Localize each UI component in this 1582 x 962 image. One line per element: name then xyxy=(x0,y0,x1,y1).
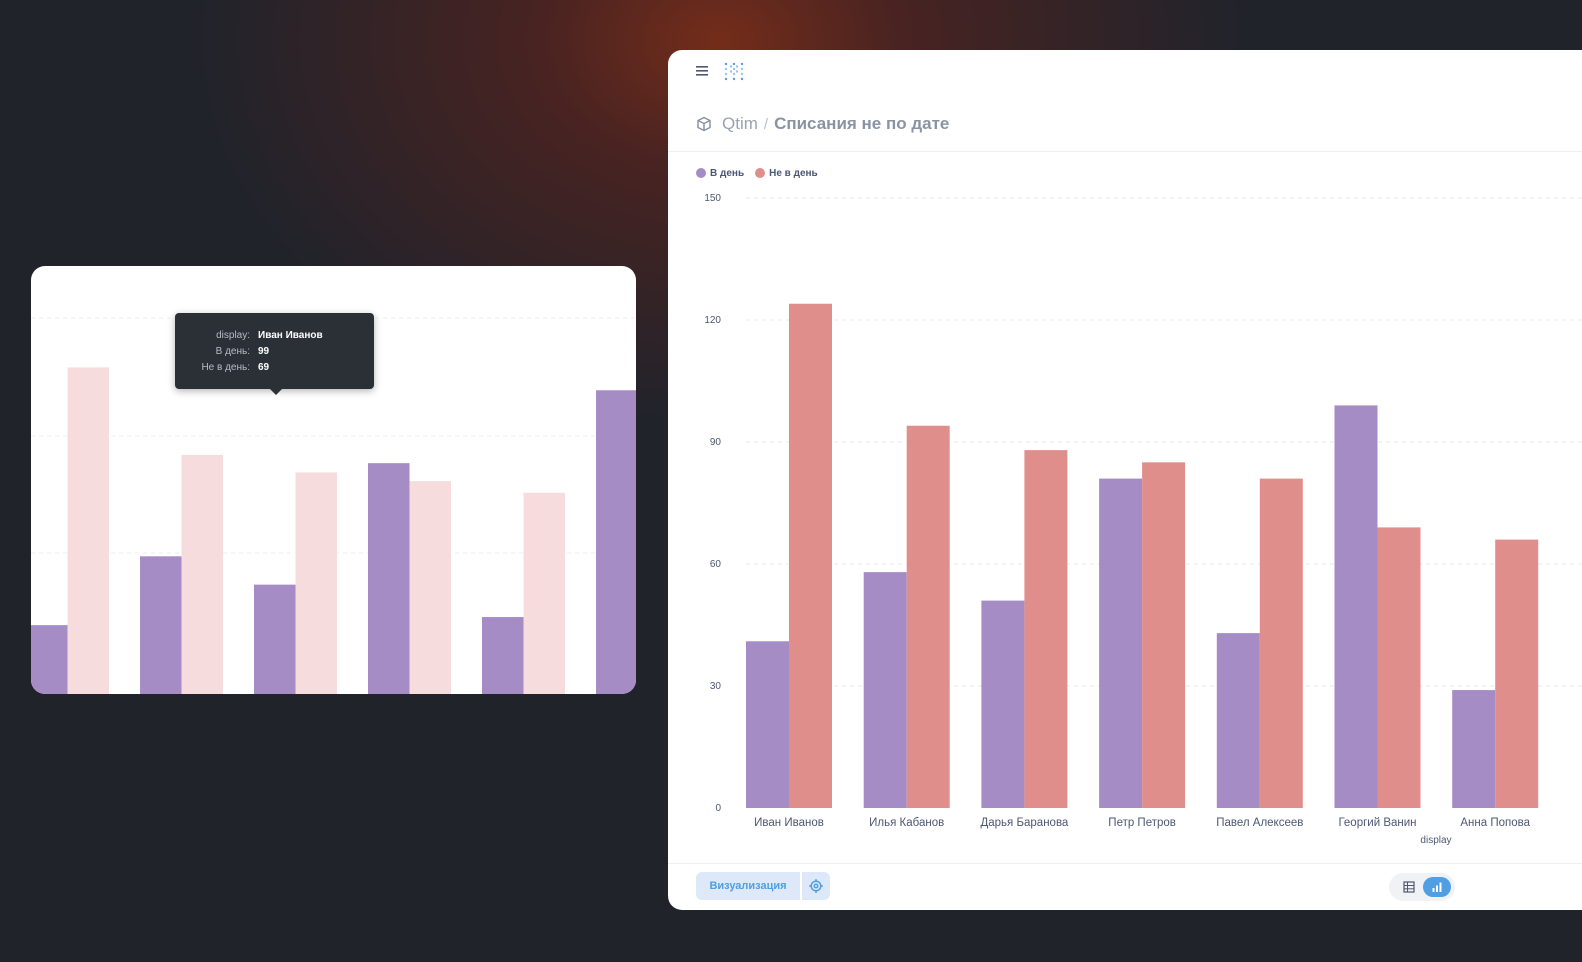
bar[interactable] xyxy=(1495,539,1539,808)
visualization-button-label: Визуализация xyxy=(709,880,787,892)
bar[interactable] xyxy=(523,492,566,694)
y-tick-label: 120 xyxy=(704,315,721,326)
x-tick-label: Иван Иванов xyxy=(754,817,824,829)
cube-icon xyxy=(697,116,711,132)
bar[interactable] xyxy=(596,390,636,694)
chart-legend: В день Не в день xyxy=(696,166,829,180)
bar[interactable] xyxy=(140,556,182,694)
hamburger-menu-icon[interactable] xyxy=(696,66,708,76)
bar[interactable] xyxy=(1377,527,1421,808)
x-tick-label: Петр Петров xyxy=(1108,817,1176,829)
tooltip-row: В день: 99 xyxy=(175,346,374,360)
bar[interactable] xyxy=(1099,478,1143,808)
legend-item[interactable]: Не в день xyxy=(755,168,818,179)
visualization-settings-button[interactable] xyxy=(802,872,830,900)
bar[interactable] xyxy=(368,463,410,694)
legend-label: Не в день xyxy=(769,167,818,179)
tooltip-value: 99 xyxy=(258,346,270,357)
y-tick-label: 150 xyxy=(704,193,721,204)
bar[interactable] xyxy=(31,625,68,694)
tooltip-key: Не в день: xyxy=(201,362,250,373)
legend-swatch xyxy=(755,168,766,178)
bar[interactable] xyxy=(789,303,832,808)
x-tick-label: Георгий Ванин xyxy=(1338,817,1416,829)
legend-swatch xyxy=(696,168,706,178)
tooltip-key: display: xyxy=(216,330,250,341)
bar-chart: 0 30 60 90 120 150 Иван Иванов Илья Кабанов Дарь… xyxy=(704,193,1582,846)
bar-chart-icon xyxy=(1432,882,1442,892)
footer-divider xyxy=(668,863,1582,864)
bar[interactable] xyxy=(482,617,524,694)
bar[interactable] xyxy=(254,584,296,694)
bar[interactable] xyxy=(1259,478,1303,808)
tooltip-row: display: Иван Иванов xyxy=(175,330,374,344)
legend-label: В день xyxy=(710,167,745,179)
bar[interactable] xyxy=(906,425,950,808)
visualization-button[interactable]: Визуализация xyxy=(696,872,800,900)
x-tick-label: Дарья Баранова xyxy=(980,817,1068,829)
y-tick-label: 60 xyxy=(710,559,722,570)
bar[interactable] xyxy=(295,472,338,694)
breadcrumb-collection[interactable]: Qtim xyxy=(722,114,758,133)
bar[interactable] xyxy=(746,641,789,808)
bar[interactable] xyxy=(1024,450,1068,808)
bar[interactable] xyxy=(863,572,907,808)
chart-preview-card: display: Иван Иванов В день: 99 Не в ден… xyxy=(31,266,636,694)
bar[interactable] xyxy=(1216,633,1260,808)
dotted-grid-logo-icon[interactable] xyxy=(722,60,746,84)
app-window: Qtim / Списания не по дате В день Не в д… xyxy=(668,50,1582,910)
tooltip-value: 69 xyxy=(258,362,270,373)
page-title[interactable]: Списания не по дате xyxy=(774,114,950,133)
y-tick-label: 30 xyxy=(710,681,722,692)
bar[interactable] xyxy=(1452,690,1496,808)
display-toggle xyxy=(1389,873,1455,901)
bar[interactable] xyxy=(1334,405,1378,808)
gear-icon xyxy=(809,879,823,893)
breadcrumb: Qtim / Списания не по дате xyxy=(696,112,949,136)
legend-item[interactable]: В день xyxy=(696,168,744,179)
x-tick-label: Анна Попова xyxy=(1460,817,1530,829)
preview-chart xyxy=(31,317,636,694)
y-tick-label: 90 xyxy=(710,437,722,448)
x-axis-label: display xyxy=(1420,835,1451,846)
bar[interactable] xyxy=(67,367,110,694)
bar[interactable] xyxy=(981,600,1025,808)
bar[interactable] xyxy=(409,481,452,694)
x-tick-label: Илья Кабанов xyxy=(869,817,944,829)
chart-view-button[interactable] xyxy=(1423,877,1451,897)
breadcrumb-separator: / xyxy=(763,115,769,133)
tooltip-key: В день: xyxy=(215,346,250,357)
tooltip-row: Не в день: 69 xyxy=(175,362,374,376)
tooltip-value: Иван Иванов xyxy=(258,330,323,341)
chart-tooltip: display: Иван Иванов В день: 99 Не в ден… xyxy=(175,313,374,395)
y-tick-label: 0 xyxy=(715,803,721,814)
header-divider xyxy=(668,151,1582,152)
table-icon xyxy=(1403,881,1415,893)
top-bar xyxy=(668,50,1582,94)
bar[interactable] xyxy=(181,454,224,694)
x-tick-label: Павел Алексеев xyxy=(1216,817,1303,829)
table-view-button[interactable] xyxy=(1397,877,1421,897)
bar[interactable] xyxy=(1142,462,1186,808)
